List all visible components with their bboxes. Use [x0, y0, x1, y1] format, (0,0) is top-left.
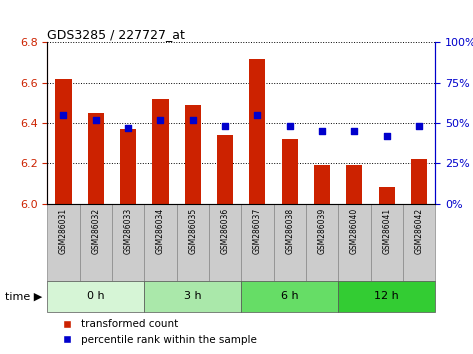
Text: GSM286035: GSM286035 — [188, 207, 197, 254]
Bar — [176, 204, 209, 281]
Bar — [88, 113, 104, 204]
Point — [383, 133, 391, 139]
Bar — [47, 281, 144, 312]
Text: GSM286033: GSM286033 — [123, 207, 132, 254]
Text: GSM286036: GSM286036 — [220, 207, 229, 254]
Text: 6 h: 6 h — [281, 291, 298, 302]
Point — [254, 112, 261, 118]
Point — [318, 128, 326, 134]
Bar — [209, 204, 241, 281]
Bar — [338, 281, 435, 312]
Text: GSM286032: GSM286032 — [91, 207, 100, 253]
Bar — [184, 105, 201, 204]
Point — [124, 125, 132, 131]
Bar — [112, 204, 144, 281]
Point — [92, 117, 100, 122]
Text: GSM286037: GSM286037 — [253, 207, 262, 254]
Bar — [346, 165, 362, 204]
Bar — [79, 204, 112, 281]
Text: time ▶: time ▶ — [5, 291, 42, 302]
Text: GSM286034: GSM286034 — [156, 207, 165, 254]
Bar — [217, 135, 233, 204]
Text: GSM286041: GSM286041 — [382, 207, 391, 253]
Bar — [241, 281, 338, 312]
Bar — [370, 204, 403, 281]
Bar — [314, 165, 330, 204]
Bar — [249, 58, 265, 204]
Bar — [273, 204, 306, 281]
Text: GSM286040: GSM286040 — [350, 207, 359, 254]
Text: 3 h: 3 h — [184, 291, 201, 302]
Legend: transformed count, percentile rank within the sample: transformed count, percentile rank withi… — [53, 315, 261, 349]
Point — [415, 124, 423, 129]
Bar — [152, 99, 168, 204]
Text: GSM286031: GSM286031 — [59, 207, 68, 253]
Point — [221, 124, 229, 129]
Point — [157, 117, 164, 122]
Bar — [306, 204, 338, 281]
Bar — [403, 204, 435, 281]
Text: GDS3285 / 227727_at: GDS3285 / 227727_at — [47, 28, 185, 41]
Bar — [241, 204, 273, 281]
Text: 0 h: 0 h — [87, 291, 105, 302]
Bar — [120, 129, 136, 204]
Bar — [378, 187, 395, 204]
Text: GSM286038: GSM286038 — [285, 207, 294, 253]
Text: GSM286039: GSM286039 — [317, 207, 326, 254]
Bar — [144, 281, 241, 312]
Bar — [411, 159, 427, 204]
Bar — [281, 139, 298, 204]
Text: GSM286042: GSM286042 — [414, 207, 423, 253]
Point — [350, 128, 358, 134]
Point — [189, 117, 197, 122]
Bar — [144, 204, 176, 281]
Point — [60, 112, 67, 118]
Bar — [55, 79, 71, 204]
Point — [286, 124, 293, 129]
Bar — [338, 204, 370, 281]
Bar — [47, 204, 79, 281]
Text: 12 h: 12 h — [374, 291, 399, 302]
